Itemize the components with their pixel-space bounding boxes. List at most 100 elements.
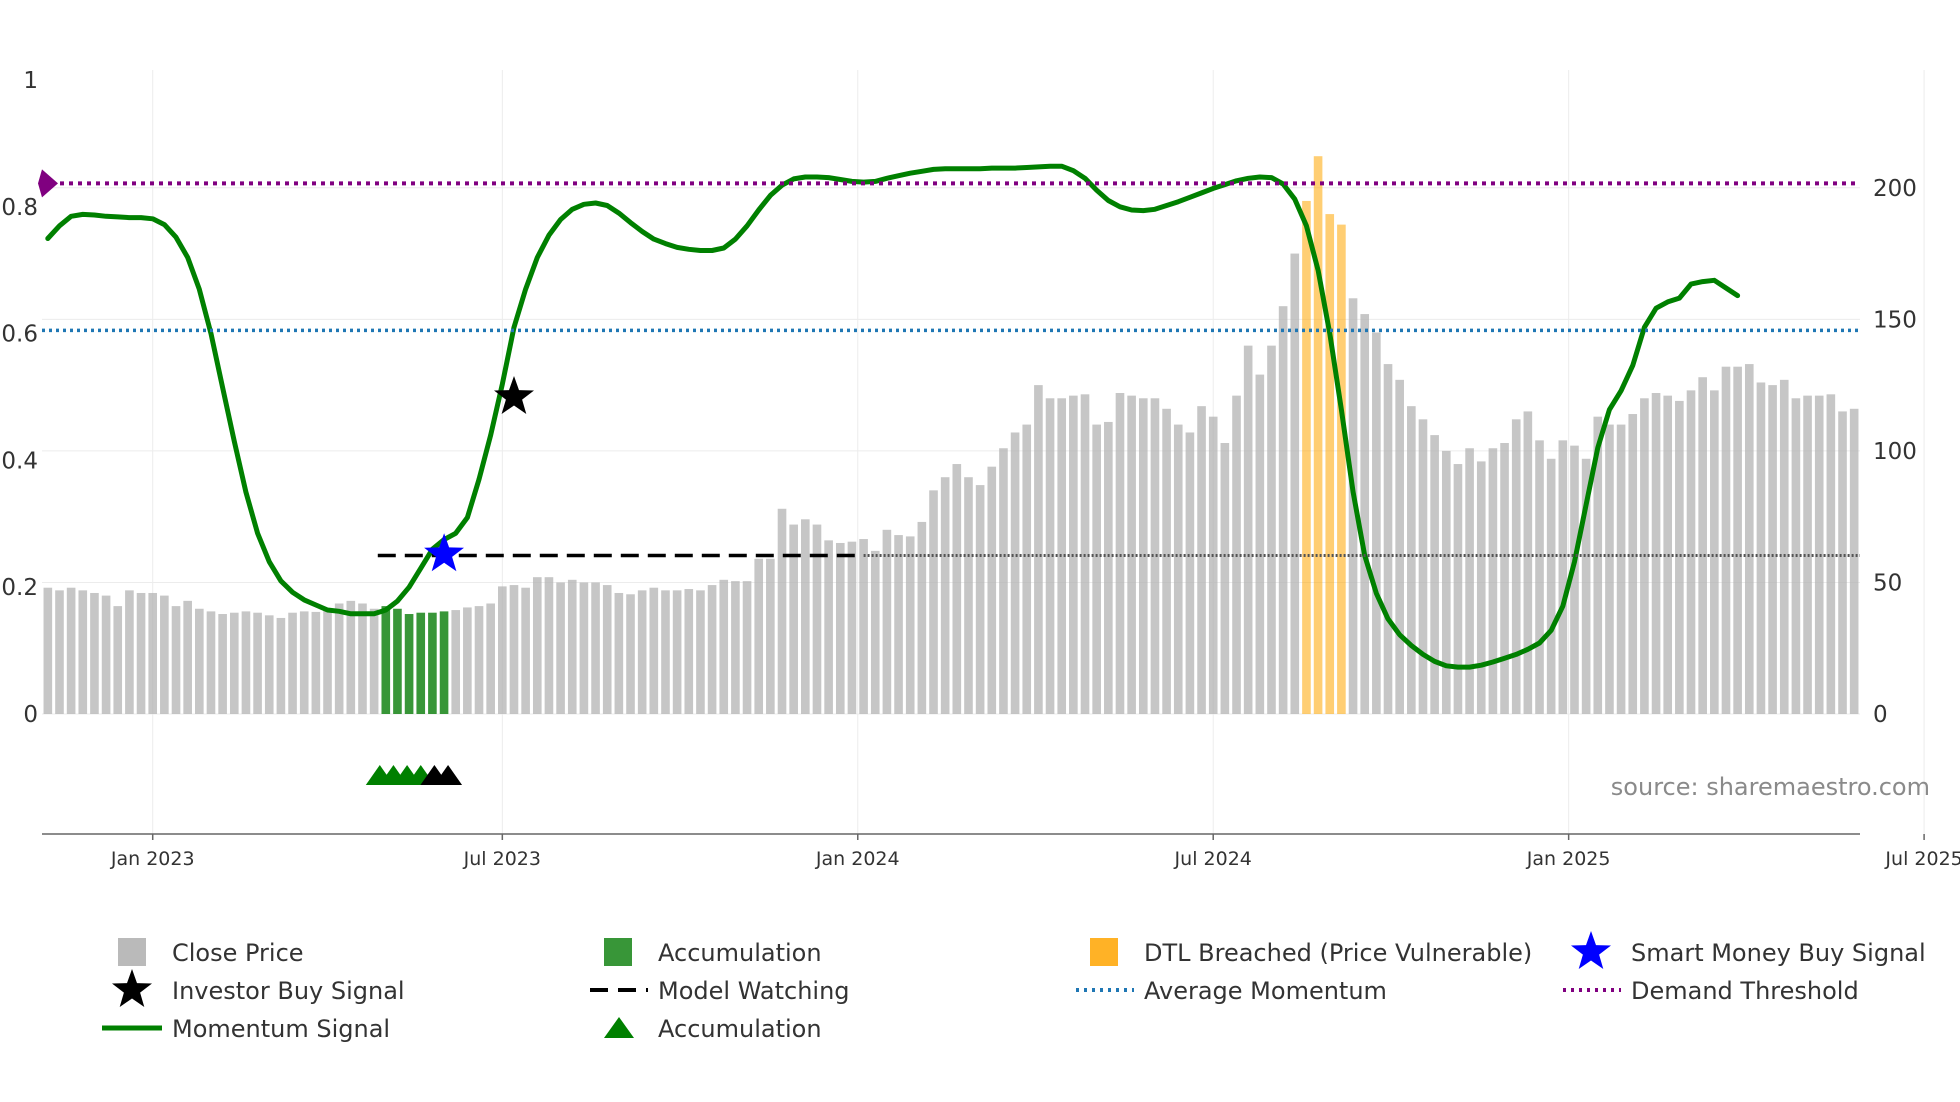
close-price-bar: [125, 590, 134, 714]
close-price-bar: [777, 508, 787, 714]
close-price-bar: [358, 603, 367, 714]
dtl-breached-bar: [1325, 214, 1335, 714]
close-price-bar: [567, 579, 577, 714]
close-price-bar: [334, 603, 344, 714]
close-price-bar: [346, 600, 356, 714]
close-price-bar: [288, 612, 297, 714]
source-label: source: sharemaestro.com: [1611, 773, 1930, 801]
close-price-bar: [369, 608, 379, 714]
close-price-bar: [696, 590, 705, 714]
close-price-bar: [1838, 411, 1847, 714]
close-price-bar: [905, 536, 915, 714]
close-price-bar: [1523, 411, 1533, 714]
left-tick-label: 0.2: [1, 575, 38, 601]
dtl-breached-bar: [1313, 156, 1323, 714]
close-price-bar: [602, 585, 612, 714]
legend-swatch-square: [604, 938, 632, 966]
smart-money-buy-star: [424, 533, 464, 572]
close-price-bar: [754, 558, 764, 714]
right-tick-label: 100: [1873, 439, 1917, 465]
legend-label: Investor Buy Signal: [172, 977, 405, 1005]
legend-swatch-star: [1571, 931, 1611, 969]
close-price-bar: [1826, 394, 1836, 714]
close-price-bar: [1173, 424, 1183, 714]
close-price-bar: [1593, 416, 1603, 714]
close-price-bar: [1150, 398, 1160, 714]
close-price-bar: [78, 590, 88, 714]
close-price-bar: [1814, 395, 1824, 714]
close-price-bar: [1185, 432, 1195, 714]
close-price-bar: [1570, 445, 1579, 714]
close-price-bar: [742, 581, 752, 714]
close-price-bar: [626, 594, 635, 714]
close-price-bar: [731, 581, 740, 714]
close-price-bar: [1511, 419, 1521, 714]
dtl-breached-bar: [1337, 224, 1346, 715]
legend-swatch-triangle: [604, 1017, 634, 1038]
close-price-bar: [835, 542, 845, 714]
close-price-bar: [1628, 414, 1638, 714]
close-price-bar: [113, 606, 123, 714]
left-tick-label: 0.6: [1, 322, 38, 348]
accumulation-bar: [439, 611, 449, 714]
close-price-bar: [1278, 306, 1288, 714]
left-tick-label: 0.4: [1, 448, 38, 474]
close-price-bar: [1476, 461, 1486, 714]
close-price-bar: [1208, 416, 1218, 714]
close-price-bar: [964, 477, 973, 714]
x-tick-label: Jan 2024: [815, 848, 900, 870]
close-price-bar: [160, 595, 169, 714]
close-price-bar: [1197, 406, 1206, 714]
close-price-bar: [1290, 253, 1300, 714]
accumulation-bar: [404, 614, 414, 714]
close-price-bar: [1267, 345, 1276, 714]
legend-swatch-square: [118, 938, 146, 966]
close-price-bar: [870, 550, 880, 714]
momentum-signal-line: [45, 163, 1741, 670]
close-price-bar: [1255, 374, 1265, 714]
close-price-bar: [1243, 345, 1253, 714]
legend: Close Price Accumulation DTL Breached (Pri…: [102, 931, 1926, 1043]
close-price-bar: [719, 579, 729, 714]
close-price-bar: [661, 590, 670, 714]
lines-layer: [38, 163, 1860, 670]
bars-layer: [43, 156, 1859, 715]
close-price-bar: [1710, 390, 1719, 714]
close-price-bar: [1675, 400, 1684, 714]
close-price-bar: [1733, 366, 1742, 714]
close-price-bar: [521, 587, 530, 714]
close-price-bar: [1104, 421, 1113, 714]
close-price-bar: [299, 611, 309, 714]
close-price-bar: [556, 582, 565, 714]
right-tick-label: 50: [1873, 570, 1902, 596]
close-price-bar: [894, 535, 903, 714]
investor-triangle: [434, 765, 463, 785]
close-price-bar: [183, 600, 192, 714]
close-price-bar: [1465, 448, 1474, 714]
dtl-breached-bar: [1302, 200, 1311, 714]
close-price-bar: [1395, 379, 1404, 714]
close-price-bar: [1348, 298, 1358, 714]
right-tick-label: 150: [1873, 307, 1917, 333]
legend-label: Smart Money Buy Signal: [1631, 939, 1926, 967]
close-price-bar: [859, 539, 868, 714]
close-price-bar: [649, 587, 659, 714]
close-price-bar: [987, 466, 997, 714]
close-price-bar: [999, 448, 1008, 714]
legend-label: Demand Threshold: [1631, 977, 1859, 1005]
close-price-bar: [171, 606, 181, 714]
close-price-bar: [532, 577, 542, 714]
left-tick-label: 0: [23, 702, 38, 728]
left-tick-label: 0.8: [1, 195, 38, 221]
close-price-bar: [975, 485, 985, 714]
close-price-bar: [1488, 448, 1498, 714]
close-price-bar: [1430, 435, 1439, 714]
close-price-bar: [1803, 395, 1812, 714]
close-price-bar: [311, 611, 321, 714]
legend-swatch-star: [112, 969, 152, 1007]
left-tick-label: 1: [23, 68, 38, 94]
close-price-bar: [1383, 364, 1393, 714]
close-price-bar: [614, 592, 624, 714]
close-price-bar: [1092, 424, 1101, 714]
close-price-bar: [463, 607, 472, 714]
